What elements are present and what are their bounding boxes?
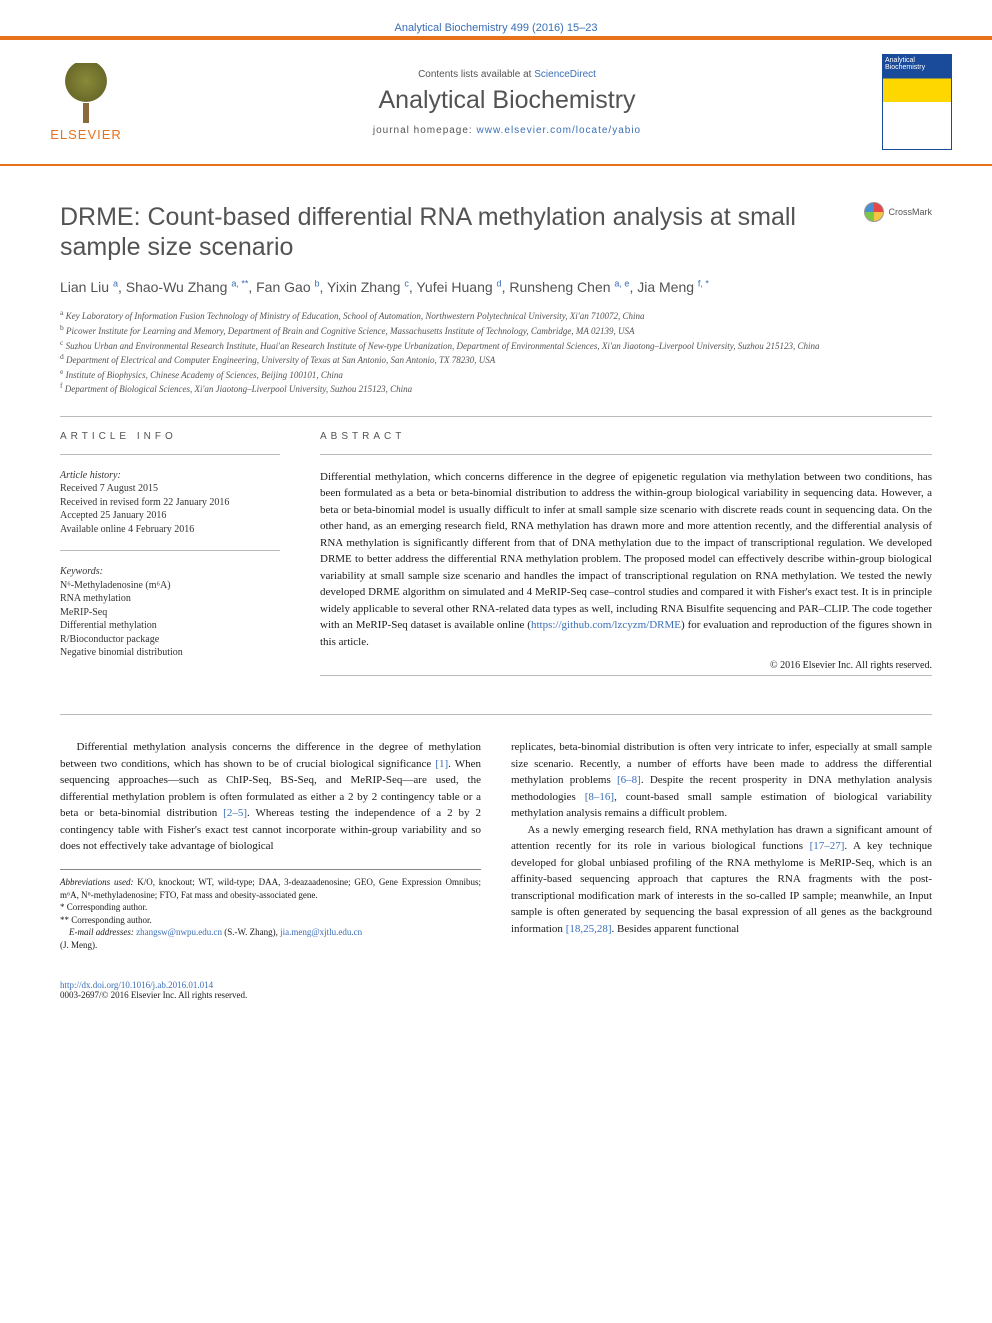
page-footer: http://dx.doi.org/10.1016/j.ab.2016.01.0… xyxy=(0,972,992,1020)
ref-link[interactable]: [17–27] xyxy=(810,840,845,852)
affiliation-line: d Department of Electrical and Computer … xyxy=(60,352,932,367)
divider xyxy=(320,675,932,676)
affiliation-line: e Institute of Biophysics, Chinese Acade… xyxy=(60,367,932,382)
homepage-line: journal homepage: www.elsevier.com/locat… xyxy=(132,125,882,136)
crossmark-badge[interactable]: CrossMark xyxy=(864,202,932,222)
divider xyxy=(60,454,280,455)
journal-cover-thumb: Analytical Biochemistry xyxy=(882,54,952,150)
corr-note-2: ** Corresponding author. xyxy=(60,914,481,927)
affiliation-line: c Suzhou Urban and Environmental Researc… xyxy=(60,338,932,353)
ref-link[interactable]: [18,25,28] xyxy=(566,923,612,935)
github-link[interactable]: https://github.com/lzcyzm/DRME xyxy=(531,619,681,631)
divider xyxy=(60,416,932,417)
abstract-text: Differential methylation, which concerns… xyxy=(320,469,932,651)
keyword-line: Differential methylation xyxy=(60,619,280,633)
history-line: Accepted 25 January 2016 xyxy=(60,509,280,523)
abbrev-label: Abbreviations used: xyxy=(60,877,133,887)
body-left-column: Differential methylation analysis concer… xyxy=(60,739,481,951)
history-line: Received in revised form 22 January 2016 xyxy=(60,496,280,510)
doi-link[interactable]: http://dx.doi.org/10.1016/j.ab.2016.01.0… xyxy=(60,980,213,990)
body-right-column: replicates, beta-binomial distribution i… xyxy=(511,739,932,951)
journal-ref-text: Analytical Biochemistry 499 (2016) 15–23 xyxy=(394,22,597,34)
affiliations: a Key Laboratory of Information Fusion T… xyxy=(60,308,932,396)
keyword-line: MeRIP-Seq xyxy=(60,606,280,620)
email-link[interactable]: jia.meng@xjtlu.edu.cn xyxy=(280,927,362,937)
keyword-line: RNA methylation xyxy=(60,592,280,606)
author-list: Lian Liu a, Shao-Wu Zhang a, **, Fan Gao… xyxy=(60,276,932,298)
crossmark-label: CrossMark xyxy=(888,207,932,217)
journal-header: ELSEVIER Contents lists available at Sci… xyxy=(0,40,992,166)
article-info-head: ARTICLE INFO xyxy=(60,431,280,442)
ref-link[interactable]: [2–5] xyxy=(223,807,247,819)
corr-note-1: * Corresponding author. xyxy=(60,901,481,914)
elsevier-tree-icon xyxy=(56,63,116,123)
keywords-title: Keywords: xyxy=(60,565,280,579)
ref-link[interactable]: [8–16] xyxy=(585,791,614,803)
affiliation-line: a Key Laboratory of Information Fusion T… xyxy=(60,308,932,323)
issn-line: 0003-2697/© 2016 Elsevier Inc. All right… xyxy=(60,990,932,1000)
keyword-line: R/Bioconductor package xyxy=(60,633,280,647)
sciencedirect-link[interactable]: ScienceDirect xyxy=(534,69,596,80)
keywords-block: Keywords: N⁶-Methyladenosine (m⁶A)RNA me… xyxy=(60,565,280,660)
contents-list-line: Contents lists available at ScienceDirec… xyxy=(132,69,882,80)
history-line: Received 7 August 2015 xyxy=(60,482,280,496)
affiliation-line: f Department of Biological Sciences, Xi'… xyxy=(60,381,932,396)
abstract-column: ABSTRACT Differential methylation, which… xyxy=(320,431,932,691)
keyword-line: N⁶-Methyladenosine (m⁶A) xyxy=(60,579,280,593)
elsevier-logo: ELSEVIER xyxy=(40,52,132,152)
article-title: DRME: Count-based differential RNA methy… xyxy=(60,202,932,262)
affiliation-line: b Picower Institute for Learning and Mem… xyxy=(60,323,932,338)
homepage-link[interactable]: www.elsevier.com/locate/yabio xyxy=(477,125,642,136)
abstract-copyright: © 2016 Elsevier Inc. All rights reserved… xyxy=(320,660,932,671)
ref-link[interactable]: [6–8] xyxy=(617,774,641,786)
abstract-head: ABSTRACT xyxy=(320,431,932,442)
divider xyxy=(320,454,932,455)
crossmark-icon xyxy=(864,202,884,222)
ref-link[interactable]: [1] xyxy=(435,758,448,770)
article-body: CrossMark DRME: Count-based differential… xyxy=(0,166,992,972)
footnotes: Abbreviations used: K/O, knockout; WT, w… xyxy=(60,869,481,952)
info-abstract-row: ARTICLE INFO Article history: Received 7… xyxy=(60,431,932,691)
publisher-name: ELSEVIER xyxy=(50,127,122,142)
history-title: Article history: xyxy=(60,469,280,483)
journal-title: Analytical Biochemistry xyxy=(132,86,882,115)
history-line: Available online 4 February 2016 xyxy=(60,523,280,537)
article-info-column: ARTICLE INFO Article history: Received 7… xyxy=(60,431,280,691)
divider xyxy=(60,714,932,715)
divider xyxy=(60,550,280,551)
journal-center: Contents lists available at ScienceDirec… xyxy=(132,69,882,136)
article-history-block: Article history: Received 7 August 2015R… xyxy=(60,469,280,537)
body-columns: Differential methylation analysis concer… xyxy=(60,739,932,951)
email-link[interactable]: zhangsw@nwpu.edu.cn xyxy=(136,927,222,937)
journal-ref-bar: Analytical Biochemistry 499 (2016) 15–23 xyxy=(0,0,992,40)
keyword-line: Negative binomial distribution xyxy=(60,646,280,660)
